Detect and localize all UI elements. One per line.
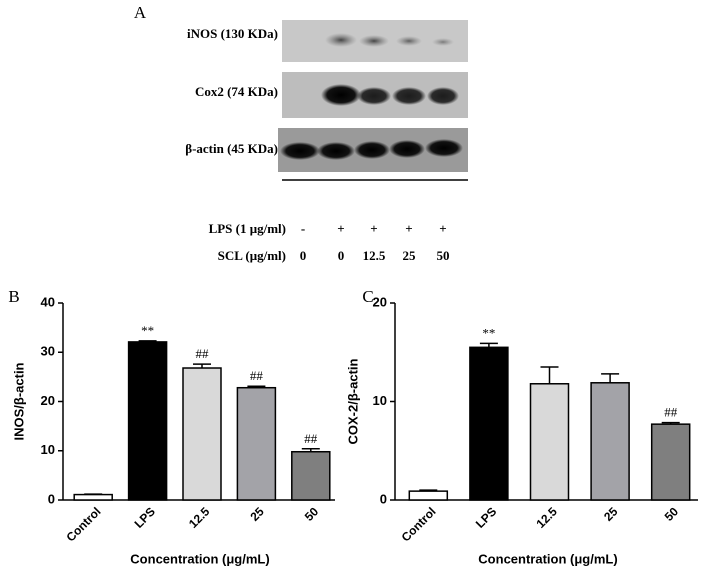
y-tick-label: 10 bbox=[373, 393, 387, 408]
annotation: ## bbox=[304, 431, 318, 446]
x-tick-label: Control bbox=[64, 504, 104, 544]
y-tick-label: 40 bbox=[41, 294, 55, 309]
lane-label: + bbox=[370, 221, 377, 236]
bar bbox=[529, 383, 570, 501]
x-axis-label: Concentration (μg/mL) bbox=[478, 551, 617, 566]
panel-label: B bbox=[8, 287, 19, 306]
x-tick-label: Control bbox=[399, 504, 439, 544]
lane-label: 50 bbox=[437, 248, 450, 263]
treatment-label: LPS (1 μg/ml) bbox=[209, 221, 286, 236]
x-tick-label: 25 bbox=[601, 504, 621, 524]
x-tick-label: LPS bbox=[132, 504, 158, 530]
x-tick-label: 25 bbox=[247, 504, 267, 524]
bar bbox=[127, 341, 168, 501]
lane-label: 12.5 bbox=[363, 248, 386, 263]
y-tick-label: 30 bbox=[41, 344, 55, 359]
lane-label: + bbox=[405, 221, 412, 236]
x-tick-label: 12.5 bbox=[186, 504, 213, 531]
x-axis-label: Concentration (μg/mL) bbox=[130, 551, 269, 566]
x-tick-label: 50 bbox=[662, 504, 682, 524]
protein-label: β-actin (45 KDa) bbox=[185, 141, 278, 156]
bar bbox=[291, 450, 331, 501]
y-tick-label: 20 bbox=[373, 294, 387, 309]
annotation: ## bbox=[664, 405, 678, 420]
x-tick-label: 50 bbox=[302, 504, 322, 524]
y-axis-label: INOS/β-actin bbox=[11, 362, 26, 440]
lane-label: + bbox=[337, 221, 344, 236]
panel-label: A bbox=[134, 3, 147, 22]
annotation: ## bbox=[196, 346, 210, 361]
y-tick-label: 20 bbox=[41, 393, 55, 408]
protein-label: Cox2 (74 KDa) bbox=[195, 84, 278, 99]
y-axis-label: COX-2/β-actin bbox=[345, 358, 360, 444]
lane-label: 25 bbox=[403, 248, 417, 263]
y-tick-label: 0 bbox=[48, 491, 55, 506]
bar bbox=[236, 386, 277, 501]
x-tick-label: 12.5 bbox=[533, 504, 560, 531]
annotation: ** bbox=[482, 325, 495, 340]
treatment-label: SCL (μg/ml) bbox=[218, 248, 286, 263]
protein-label: iNOS (130 KDa) bbox=[187, 26, 278, 41]
lane-label: 0 bbox=[300, 248, 307, 263]
annotation: ** bbox=[141, 323, 154, 338]
bar bbox=[73, 493, 113, 501]
bar bbox=[650, 423, 691, 501]
bar bbox=[408, 490, 449, 501]
y-tick-label: 0 bbox=[380, 491, 387, 506]
bar bbox=[182, 367, 222, 501]
blot-image bbox=[278, 20, 468, 181]
annotation: ## bbox=[250, 368, 264, 383]
panel-label: C bbox=[362, 287, 373, 306]
lane-label: - bbox=[301, 221, 305, 236]
x-tick-label: LPS bbox=[473, 504, 499, 530]
lane-label: 0 bbox=[338, 248, 345, 263]
bar bbox=[469, 346, 509, 501]
lane-label: + bbox=[439, 221, 446, 236]
bar bbox=[590, 382, 630, 501]
y-tick-label: 10 bbox=[41, 442, 55, 457]
